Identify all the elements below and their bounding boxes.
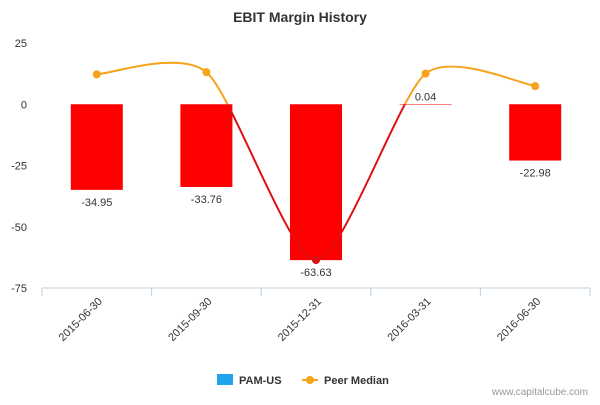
bar-data-label: 0.04 — [415, 91, 436, 103]
y-tick-label: 25 — [15, 38, 27, 50]
peer-median-point — [92, 70, 101, 79]
bar — [70, 104, 123, 190]
x-tick-label: 2015-06-30 — [57, 296, 105, 344]
bar-data-label: -63.63 — [300, 267, 331, 279]
peer-median-point — [531, 82, 540, 91]
x-tick-label: 2016-03-31 — [385, 296, 433, 344]
legend-swatch-pam-us[interactable] — [217, 374, 233, 385]
x-tick-label: 2015-09-30 — [166, 296, 214, 344]
y-tick-label: -25 — [11, 161, 27, 173]
bar — [399, 104, 452, 105]
legend-label-pam-us[interactable]: PAM-US — [239, 375, 282, 387]
bar-data-label: -33.76 — [191, 194, 222, 206]
y-tick-label: -50 — [11, 222, 27, 234]
legend: PAM-US Peer Median — [217, 374, 389, 387]
bar-data-label: -34.95 — [81, 197, 112, 209]
bar — [180, 104, 233, 187]
peer-median-point — [202, 68, 211, 77]
bar-data-label: -22.98 — [520, 168, 551, 180]
bar — [290, 104, 342, 261]
x-axis: 2015-06-30 2015-09-30 2015-12-31 2016-03-31… — [41, 287, 591, 344]
peer-median-point — [421, 69, 430, 78]
bar-data-labels: -34.95 -33.76 -63.63 0.04 -22.98 — [81, 91, 551, 279]
bar — [509, 104, 562, 161]
y-axis-labels: 25 0 -25 -50 -75 — [11, 38, 27, 295]
x-tick-label: 2016-06-30 — [495, 296, 543, 344]
peer-median-point — [312, 256, 320, 265]
legend-marker-peer-median — [306, 376, 314, 384]
peer-median-series — [92, 61, 540, 265]
x-tick-label: 2015-12-31 — [276, 296, 324, 344]
chart-title: EBIT Margin History — [233, 9, 367, 25]
peer-median-line-positive — [96, 61, 536, 105]
watermark: www.capitalcube.com — [491, 387, 588, 398]
bar-series — [70, 104, 562, 261]
legend-label-peer-median[interactable]: Peer Median — [324, 375, 389, 387]
y-tick-label: 0 — [21, 99, 27, 111]
y-tick-label: -75 — [11, 283, 27, 295]
